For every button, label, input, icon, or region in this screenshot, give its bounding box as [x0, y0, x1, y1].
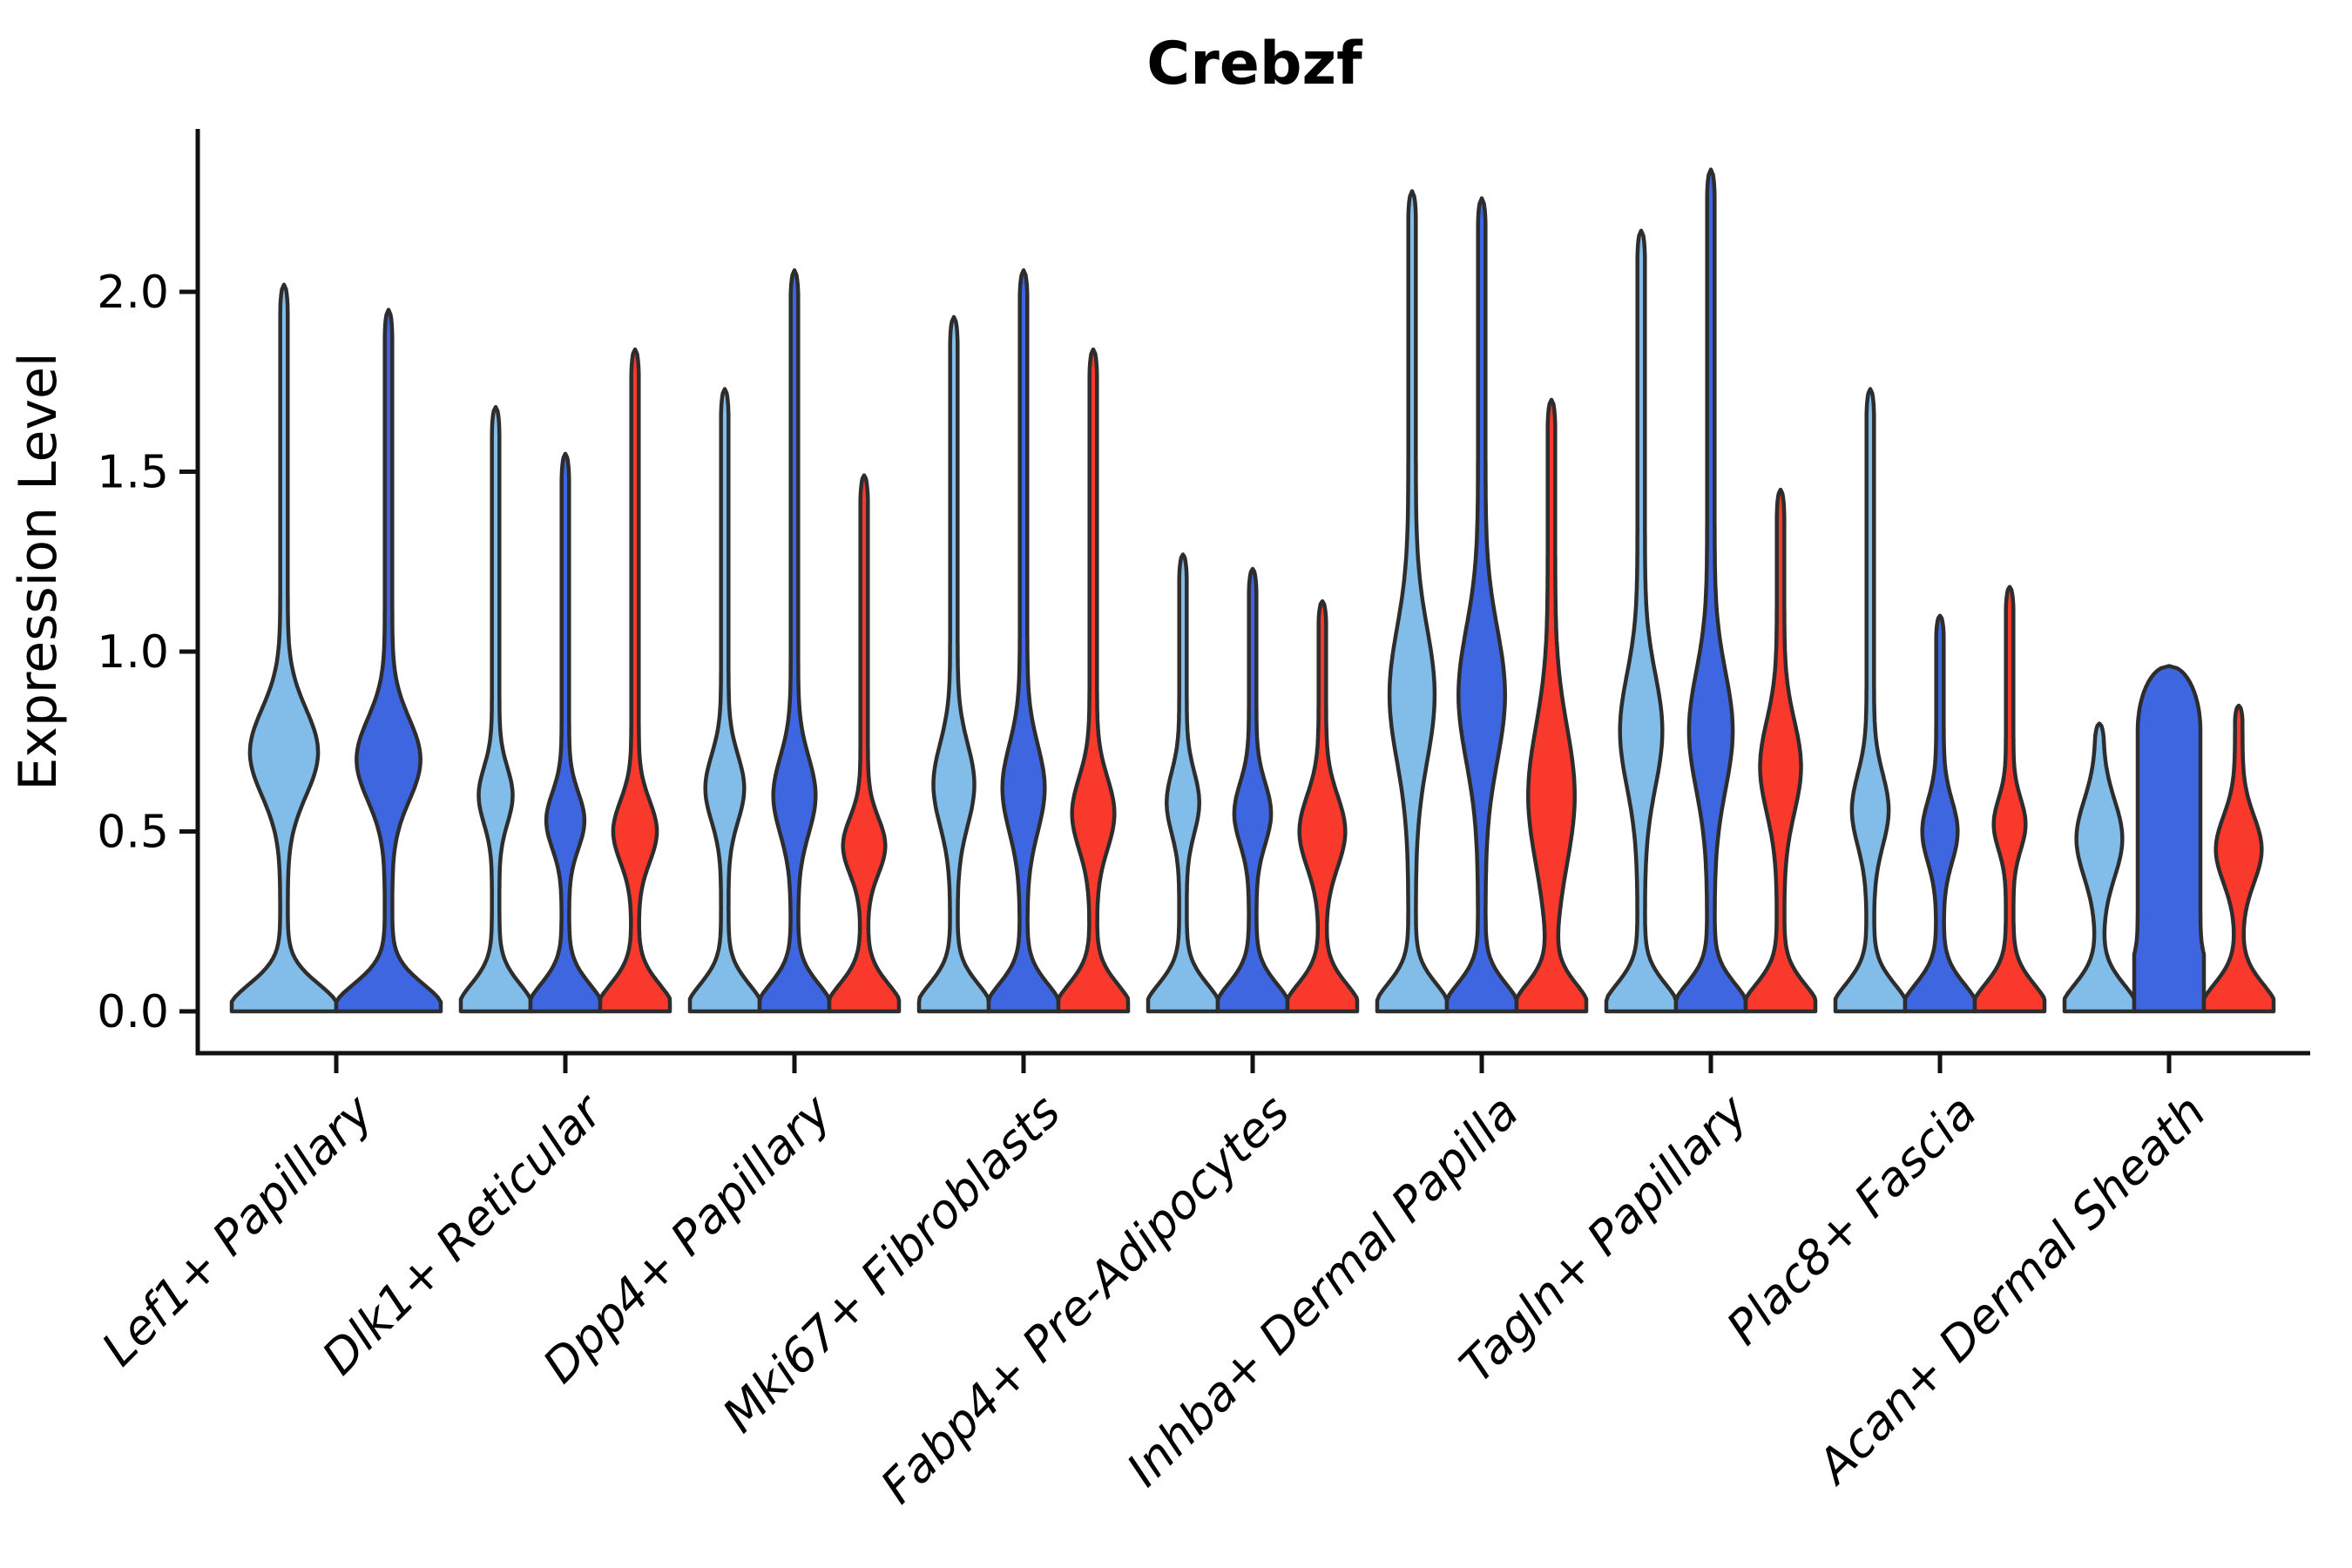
violin-mki67-fibroblasts-2 — [986, 267, 1061, 1014]
y-tick-label: 0.0 — [97, 986, 169, 1038]
violin-inhba-dermal-papilla-1 — [1375, 189, 1450, 1014]
violin-fabp4-pre-adipocytes-1 — [1146, 552, 1220, 1014]
violin-plac8-fascia-3 — [1972, 585, 2047, 1014]
violin-dpp4-papillary-2 — [757, 267, 832, 1014]
violin-lef1-papillary-2 — [334, 308, 443, 1014]
violin-fabp4-pre-adipocytes-2 — [1215, 566, 1290, 1014]
violin-dlk1-reticular-3 — [598, 347, 672, 1014]
violin-tagln-papillary-1 — [1604, 228, 1679, 1014]
violin-mki67-fibroblasts-3 — [1056, 347, 1131, 1014]
violin-acan-dermal-sheath-3 — [2201, 703, 2276, 1014]
violin-mki67-fibroblasts-1 — [916, 314, 991, 1014]
violin-acan-dermal-sheath-1 — [2062, 721, 2137, 1014]
violin-tagln-papillary-3 — [1743, 487, 1818, 1014]
violin-plac8-fascia-1 — [1833, 387, 1908, 1014]
y-tick-label: 0.5 — [97, 807, 169, 859]
y-tick-label: 1.0 — [97, 626, 169, 679]
violin-lef1-papillary-1 — [229, 282, 339, 1014]
x-tick-label-inhba-dermal-papilla: Inhba+ Dermal Papilla — [1116, 1085, 1529, 1497]
violin-inhba-dermal-papilla-3 — [1514, 397, 1589, 1014]
violin-plac8-fascia-2 — [1903, 613, 1977, 1014]
violin-dlk1-reticular-2 — [528, 451, 603, 1014]
y-tick-label: 2.0 — [97, 267, 169, 319]
violins-layer — [229, 167, 2276, 1014]
x-tick-label-fabp4-pre-adipocytes: Fabp4+ Pre-Adipocytes — [870, 1085, 1300, 1514]
violin-dlk1-reticular-1 — [458, 404, 533, 1014]
violin-acan-dermal-sheath-2 — [2132, 664, 2207, 1014]
plot-title: Crebzf — [1146, 30, 1363, 98]
violin-fabp4-pre-adipocytes-3 — [1285, 598, 1360, 1014]
violin-tagln-papillary-2 — [1673, 167, 1748, 1014]
x-tick-label-acan-dermal-sheath: Acan+ Dermal Sheath — [1805, 1085, 2216, 1496]
y-axis-label: Expression Level — [8, 352, 69, 790]
violin-inhba-dermal-papilla-2 — [1444, 196, 1519, 1014]
violin-dpp4-papillary-3 — [827, 473, 902, 1014]
y-tick-label: 1.5 — [97, 447, 169, 499]
violin-dpp4-papillary-1 — [687, 387, 762, 1014]
